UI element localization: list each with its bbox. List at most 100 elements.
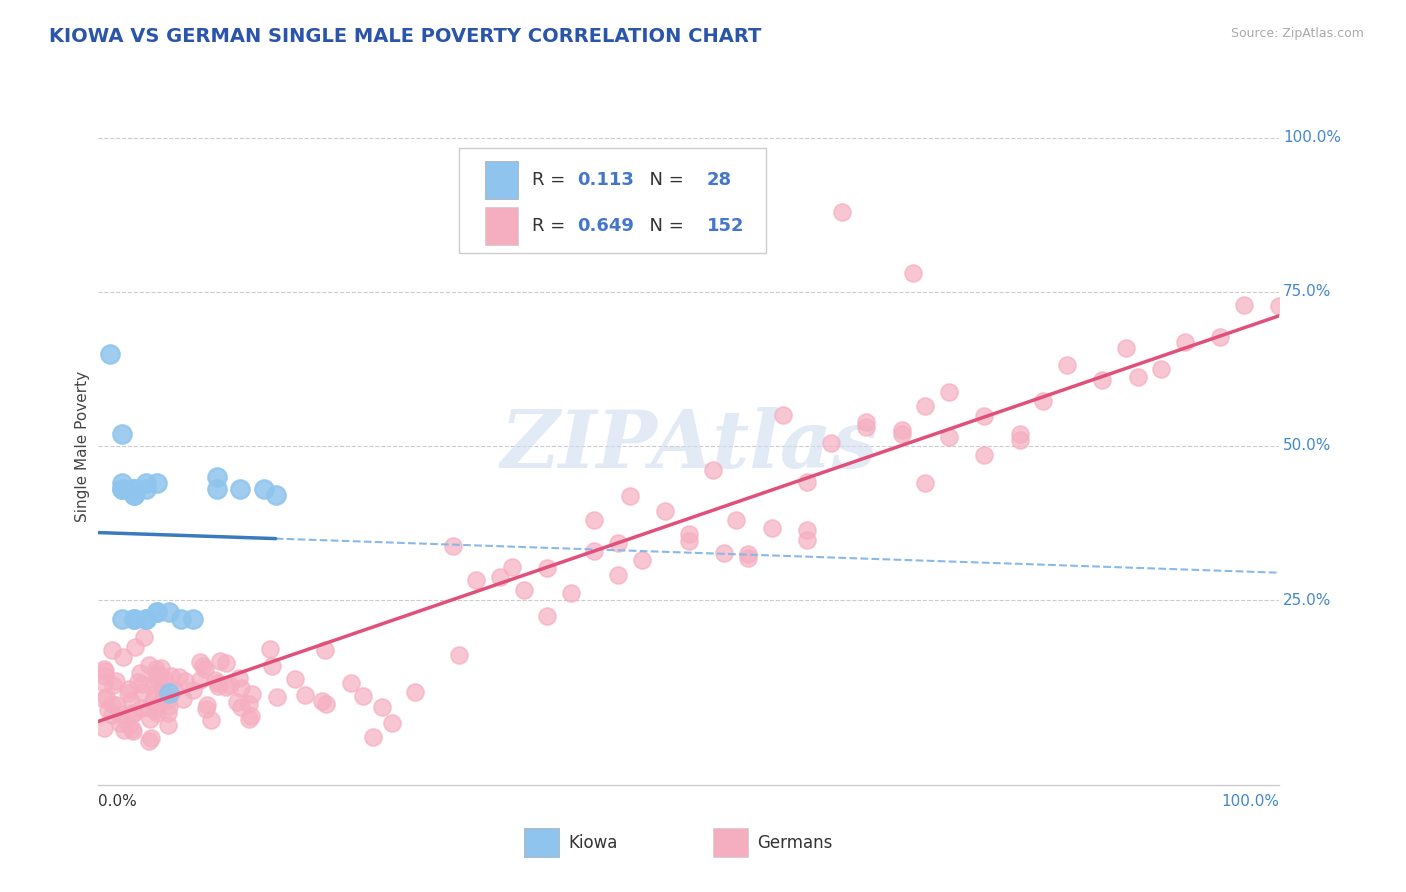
Point <box>536 609 558 624</box>
Point <box>914 399 936 413</box>
Text: 0.649: 0.649 <box>576 217 634 235</box>
Point <box>266 690 288 705</box>
Point <box>111 482 134 496</box>
Point <box>1174 334 1197 349</box>
Point <box>122 723 145 738</box>
FancyBboxPatch shape <box>485 161 517 199</box>
Point <box>172 692 194 706</box>
Point <box>124 640 146 654</box>
Point <box>370 699 392 714</box>
Point <box>131 676 153 690</box>
Point <box>404 685 426 699</box>
Point <box>135 482 157 496</box>
Point <box>157 698 180 713</box>
Point <box>619 489 641 503</box>
Point <box>855 415 877 429</box>
Point <box>131 685 153 699</box>
Point <box>447 648 470 662</box>
Point <box>143 676 166 690</box>
Point <box>93 662 115 676</box>
Point <box>238 712 260 726</box>
Point <box>145 662 167 676</box>
Point <box>654 503 676 517</box>
Point <box>111 482 134 496</box>
Point <box>262 658 284 673</box>
Point <box>122 482 145 496</box>
Point <box>112 650 135 665</box>
Point <box>122 488 145 502</box>
Point <box>340 676 363 690</box>
Text: 100.0%: 100.0% <box>1222 794 1279 809</box>
Text: R =: R = <box>531 171 571 189</box>
Point <box>132 630 155 644</box>
Point <box>583 514 606 528</box>
Point <box>103 678 125 692</box>
Point <box>146 672 169 686</box>
Text: KIOWA VS GERMAN SINGLE MALE POVERTY CORRELATION CHART: KIOWA VS GERMAN SINGLE MALE POVERTY CORR… <box>49 27 762 45</box>
Point <box>284 672 307 686</box>
Y-axis label: Single Male Poverty: Single Male Poverty <box>75 370 90 522</box>
Point <box>772 409 794 423</box>
Point <box>890 423 912 437</box>
Point <box>207 676 229 690</box>
Point <box>702 463 724 477</box>
Text: ZIPAtlas: ZIPAtlas <box>501 408 877 484</box>
Point <box>157 692 180 706</box>
Point <box>139 712 162 726</box>
Point <box>100 643 122 657</box>
Point <box>101 697 124 711</box>
Point <box>188 656 211 670</box>
Point <box>973 449 995 463</box>
Text: 75.0%: 75.0% <box>1284 285 1331 300</box>
Point <box>150 681 173 695</box>
Point <box>105 698 128 713</box>
Point <box>215 681 238 695</box>
Point <box>1115 342 1137 356</box>
Point <box>108 715 131 730</box>
Point <box>174 673 197 688</box>
Text: R =: R = <box>531 217 571 235</box>
Point <box>536 561 558 575</box>
Point <box>678 533 700 548</box>
Point <box>259 642 281 657</box>
Point <box>441 539 464 553</box>
Point <box>315 697 337 711</box>
Point <box>761 521 783 535</box>
Point <box>94 669 117 683</box>
Point <box>228 671 250 685</box>
Point <box>93 721 115 735</box>
Point <box>183 683 205 698</box>
Point <box>678 527 700 541</box>
Point <box>157 606 180 620</box>
Point <box>1150 362 1173 376</box>
Point <box>167 670 190 684</box>
Point <box>94 690 117 705</box>
Point <box>938 430 960 444</box>
Point <box>1268 299 1291 313</box>
Point <box>361 730 384 744</box>
Point <box>1091 373 1114 387</box>
Point <box>170 611 193 625</box>
Point <box>139 731 162 745</box>
Point <box>560 586 582 600</box>
Point <box>238 698 260 712</box>
Point <box>145 687 167 701</box>
Point <box>1056 358 1078 372</box>
Text: N =: N = <box>638 217 690 235</box>
Point <box>135 475 157 490</box>
Point <box>264 488 287 502</box>
Point <box>191 659 214 673</box>
Point <box>120 694 142 708</box>
Point <box>796 533 818 548</box>
Point <box>111 475 134 490</box>
Point <box>143 703 166 717</box>
Point <box>157 706 180 720</box>
Point <box>146 475 169 490</box>
Point <box>1209 330 1232 344</box>
Point <box>146 606 169 620</box>
Point <box>890 427 912 442</box>
Point <box>181 611 204 625</box>
FancyBboxPatch shape <box>458 148 766 252</box>
Point <box>138 700 160 714</box>
Text: N =: N = <box>638 171 690 189</box>
